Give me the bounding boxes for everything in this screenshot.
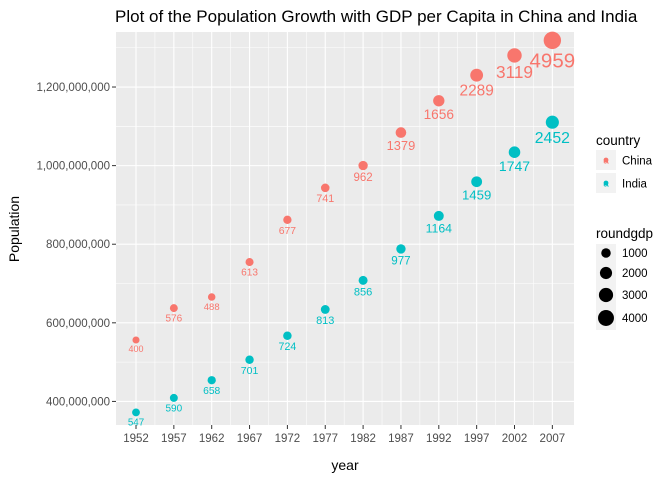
- x-tick-label: 1997: [464, 433, 490, 445]
- x-axis-ticks: 1952 1957 1962 1967 1972 1977 1982 1987 1992 1997…: [123, 425, 565, 445]
- x-tick-label: 1977: [312, 433, 338, 445]
- legend-key-glyph: a: [603, 156, 609, 167]
- size-legend-label: 3000: [622, 290, 648, 302]
- point-india: [207, 376, 216, 385]
- point-china: [207, 293, 216, 301]
- data-label-china: 613: [241, 268, 258, 279]
- point-china: [358, 160, 368, 171]
- country-legend: country a China a India: [596, 133, 653, 193]
- point-india: [545, 115, 559, 129]
- size-legend-label: 2000: [622, 268, 648, 280]
- point-china: [283, 215, 292, 225]
- point-india: [320, 305, 330, 314]
- point-india: [169, 393, 178, 402]
- data-label-india: 658: [203, 386, 220, 397]
- data-label-india: 590: [166, 403, 183, 414]
- x-tick-label: 1972: [275, 433, 301, 445]
- legend-key-glyph: a: [603, 179, 609, 190]
- y-tick-label: 1,000,000,000: [36, 161, 110, 173]
- data-labels: 400 576 488 613 677 741 962 1379 1656 22893119495…: [128, 50, 575, 429]
- data-label-india: 1747: [499, 158, 530, 174]
- x-axis-title: year: [331, 457, 359, 473]
- y-tick-label: 1,200,000,000: [36, 82, 110, 94]
- data-label-china: 488: [204, 302, 220, 313]
- legend-key-point: [603, 157, 609, 163]
- country-legend-title: country: [596, 133, 641, 148]
- point-china: [543, 31, 562, 50]
- data-label-india: 1459: [462, 187, 491, 202]
- data-label-china: 741: [316, 193, 334, 205]
- x-tick-label: 1962: [199, 433, 225, 445]
- size-legend-label: 4000: [622, 313, 648, 325]
- size-legend-label: 1000: [622, 248, 648, 260]
- size-legend: roundgdp 1000 2000 3000 4000: [596, 226, 653, 330]
- x-tick-label: 2002: [502, 433, 528, 445]
- data-label-india: 724: [279, 341, 297, 353]
- x-tick-label: 1952: [123, 433, 149, 445]
- point-india: [245, 355, 254, 364]
- point-china: [320, 183, 330, 193]
- data-label-china: 1379: [387, 138, 416, 153]
- y-tick-label: 600,000,000: [46, 318, 110, 330]
- x-tick-label: 2007: [540, 433, 566, 445]
- data-label-china: 2289: [460, 83, 494, 100]
- data-label-china: 3119: [496, 62, 533, 82]
- data-label-china: 576: [166, 314, 183, 325]
- point-india: [358, 275, 368, 285]
- x-tick-label: 1967: [237, 433, 263, 445]
- data-label-china: 1656: [424, 107, 455, 122]
- data-label-india: 1164: [426, 221, 453, 235]
- size-legend-point: [599, 266, 613, 280]
- point-india: [433, 210, 444, 221]
- point-india: [132, 408, 140, 417]
- size-legend-title: roundgdp: [596, 226, 653, 241]
- point-china: [169, 304, 178, 313]
- point-india: [283, 331, 292, 341]
- data-label-china: 677: [279, 226, 297, 237]
- point-china: [507, 48, 522, 63]
- size-legend-point: [601, 248, 611, 258]
- point-china: [245, 258, 254, 267]
- data-label-india: 547: [128, 418, 144, 429]
- point-india: [508, 146, 521, 158]
- data-label-india: 813: [316, 315, 334, 327]
- data-label-india: 701: [241, 365, 259, 377]
- data-label-india: 2452: [535, 130, 570, 147]
- x-tick-label: 1982: [350, 433, 376, 445]
- point-china: [433, 95, 445, 107]
- data-label-india: 977: [391, 254, 410, 267]
- x-tick-label: 1957: [161, 433, 187, 445]
- data-points: [132, 31, 562, 417]
- legend-key-point: [603, 180, 609, 186]
- data-label-india: 856: [354, 286, 373, 298]
- legend-label-india: India: [622, 179, 648, 191]
- size-legend-point: [598, 287, 614, 303]
- size-legend-point: [598, 310, 614, 326]
- point-india: [471, 176, 483, 188]
- y-tick-label: 400,000,000: [46, 396, 110, 408]
- plot-panel: [116, 32, 574, 425]
- point-china: [395, 127, 407, 138]
- point-china: [132, 336, 140, 344]
- y-axis-ticks: 400,000,000 600,000,000 800,000,000 1,000,0…: [36, 82, 116, 408]
- data-label-china: 962: [354, 172, 373, 184]
- x-tick-label: 1987: [388, 433, 414, 445]
- point-india: [396, 244, 406, 254]
- x-tick-label: 1992: [426, 433, 452, 445]
- data-label-china: 4959: [530, 50, 576, 73]
- y-tick-label: 800,000,000: [46, 239, 110, 251]
- chart-title: Plot of the Population Growth with GDP p…: [115, 7, 638, 26]
- legend-label-china: China: [622, 156, 653, 168]
- point-china: [470, 68, 484, 82]
- data-label-china: 400: [128, 344, 143, 354]
- y-axis-title: Population: [6, 196, 22, 262]
